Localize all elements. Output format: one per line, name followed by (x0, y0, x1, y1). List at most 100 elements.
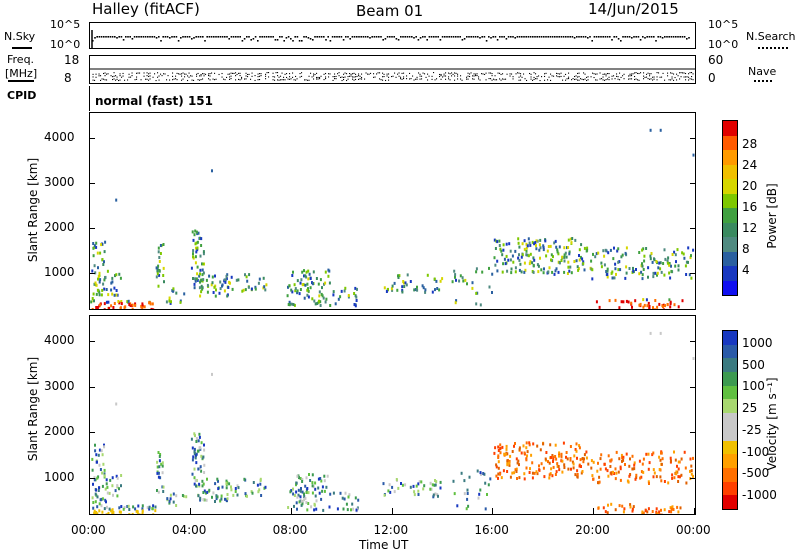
nave-mark (112, 76, 114, 78)
echo-cell (685, 481, 688, 485)
echo-cell (518, 253, 520, 257)
echo-cell (315, 507, 318, 511)
nave-mark (257, 73, 259, 75)
echo-cell (529, 467, 531, 471)
nsky-mark (470, 36, 472, 38)
nsky-mark (100, 36, 103, 38)
colorbar-tick-label: -100 (742, 444, 770, 459)
y-tick-label: 4000 (44, 129, 75, 144)
nave-mark (676, 79, 678, 81)
echo-cell (613, 472, 616, 475)
nave-mark (635, 72, 637, 74)
echo-cell (585, 450, 588, 454)
echo-cell (484, 481, 487, 485)
nave-mark (131, 75, 133, 77)
nsky-mark (545, 36, 547, 38)
nsky-mark (518, 36, 521, 38)
echo-cell (664, 257, 667, 261)
nave-mark (278, 79, 280, 81)
echo-cell (597, 506, 600, 510)
echo-cell (202, 482, 205, 486)
nave-mark (199, 79, 201, 81)
echo-cell (131, 512, 134, 516)
nave-mark (301, 72, 303, 74)
echo-cell (523, 239, 526, 243)
echo-cell (114, 489, 117, 493)
echo-cell (296, 289, 299, 293)
echo-cell (612, 470, 614, 474)
echo-cell (617, 470, 620, 474)
echo-cell (670, 510, 673, 514)
echo-cell (570, 241, 573, 245)
echo-cell (211, 169, 213, 173)
nsky-mark (314, 36, 316, 38)
nave-mark (358, 75, 360, 77)
echo-cell (148, 507, 151, 511)
echo-cell (97, 453, 100, 457)
echo-cell (257, 490, 260, 494)
nsky-mark (312, 39, 314, 41)
echo-cell (554, 455, 557, 458)
echo-cell (563, 259, 566, 263)
echo-cell (576, 456, 578, 460)
nave-mark (178, 73, 180, 75)
nsky-mark (375, 36, 378, 38)
echo-cell (555, 457, 558, 461)
nsky-mark (551, 36, 554, 38)
echo-cell (671, 505, 674, 509)
nave-mark (292, 72, 294, 74)
nsky-mark (459, 36, 461, 38)
echo-cell (107, 300, 110, 304)
echo-cell (192, 255, 194, 259)
echo-cell (496, 240, 499, 244)
echo-cell (641, 264, 644, 268)
nsky-mark (254, 36, 257, 38)
nsky-mark (153, 36, 156, 38)
echo-cell (677, 264, 680, 268)
echo-cell (569, 457, 572, 460)
nave-mark (691, 78, 693, 80)
echo-cell (554, 473, 557, 476)
nave-mark (550, 79, 552, 81)
echo-cell (230, 485, 232, 489)
echo-cell (422, 487, 425, 491)
nave-mark (305, 79, 307, 81)
echo-cell (561, 255, 564, 259)
nave-mark (616, 73, 618, 75)
nsky-mark (606, 36, 609, 38)
nave-mark (200, 75, 202, 77)
echo-cell (258, 488, 261, 492)
echo-cell (476, 469, 479, 473)
echo-cell (413, 493, 416, 497)
echo-cell (299, 288, 302, 291)
nave-mark (535, 73, 537, 75)
nsky-mark (221, 36, 224, 38)
nave-mark (311, 76, 313, 78)
echo-cell (519, 262, 522, 266)
nave-mark (680, 76, 682, 78)
echo-cell (292, 303, 295, 306)
echo-cell (639, 476, 642, 480)
nave-mark (449, 73, 451, 75)
echo-cell (674, 253, 677, 257)
nsearch-tick-high: 10^5 (708, 18, 739, 31)
nave-mark (337, 73, 339, 75)
echo-cell (466, 488, 469, 492)
nave-mark (359, 75, 361, 77)
nave-mark (202, 78, 204, 80)
echo-cell (649, 254, 652, 258)
nave-mark (509, 73, 511, 75)
nave-mark (355, 73, 357, 75)
echo-cell (218, 291, 221, 295)
nave-mark (461, 79, 463, 81)
echo-cell (219, 287, 222, 291)
nave-mark (439, 75, 441, 78)
echo-cell (600, 453, 603, 457)
nsky-mark (457, 36, 459, 38)
echo-cell (571, 460, 574, 464)
echo-cell (525, 253, 528, 257)
echo-cell (339, 295, 342, 299)
echo-cell (96, 306, 99, 309)
beam-title: Beam 01 (356, 2, 424, 20)
echo-cell (690, 469, 693, 473)
